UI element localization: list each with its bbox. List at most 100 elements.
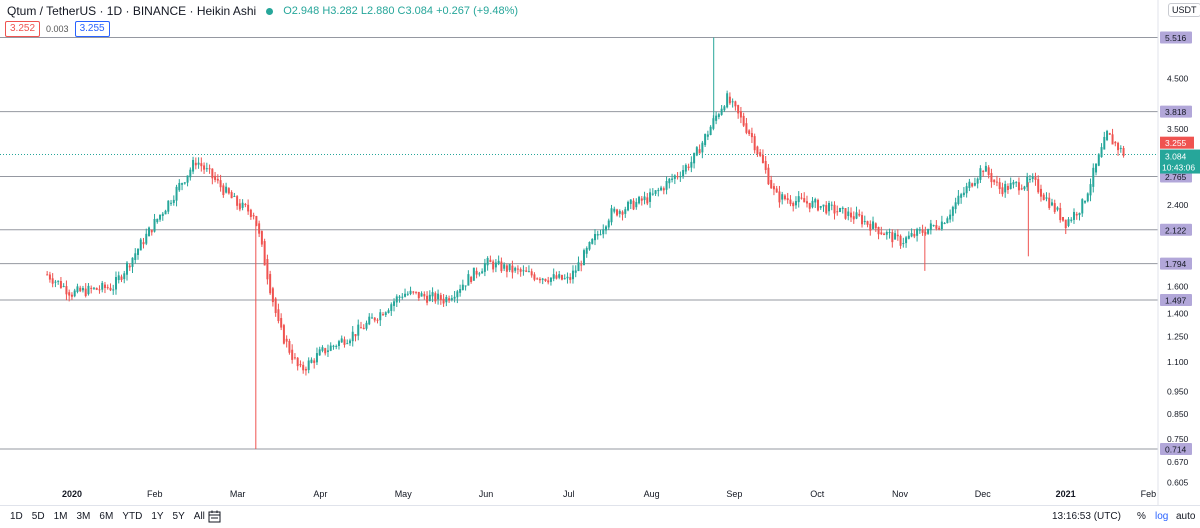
time-tick-label: Jun xyxy=(479,489,494,499)
buy-button[interactable]: 3.255 xyxy=(74,21,110,37)
range-button-6m[interactable]: 6M xyxy=(99,511,114,522)
candle-body xyxy=(522,270,525,272)
candle-body xyxy=(566,276,569,279)
candle-body xyxy=(365,322,368,329)
candle-body xyxy=(654,190,657,194)
candle-body xyxy=(960,194,963,198)
level-badge-label: 5.516 xyxy=(1165,33,1187,43)
candle-body xyxy=(748,130,751,134)
candle-body xyxy=(982,171,985,173)
candle-body xyxy=(965,186,968,194)
candle-body xyxy=(76,286,79,292)
candle-body xyxy=(514,267,517,271)
symbol-title[interactable]: Qtum / TetherUS · 1D · BINANCE · Heikin … xyxy=(7,4,257,18)
candle-body xyxy=(423,294,426,297)
currency-button[interactable]: USDT xyxy=(1168,3,1200,17)
candle-body xyxy=(285,338,288,342)
candle-body xyxy=(412,291,415,293)
candle-body xyxy=(731,101,734,103)
candle-body xyxy=(899,235,902,246)
candle-body xyxy=(910,233,913,237)
sell-button[interactable]: 3.252 xyxy=(5,21,41,37)
candle-body xyxy=(822,204,825,207)
candle-body xyxy=(164,210,167,215)
price-tick-label: 3.500 xyxy=(1167,124,1189,134)
candle-body xyxy=(112,289,115,291)
candle-body xyxy=(296,357,299,367)
candle-body xyxy=(1097,154,1100,166)
candle-body xyxy=(252,215,255,217)
candle-body xyxy=(431,292,434,297)
candle-body xyxy=(951,206,954,216)
candle-body xyxy=(233,196,236,198)
clock-display[interactable]: 13:16:53 (UTC) xyxy=(1052,511,1121,522)
range-button-1y[interactable]: 1Y xyxy=(151,511,164,522)
candle-body xyxy=(211,168,214,179)
candle-body xyxy=(723,106,726,111)
range-button-ytd[interactable]: YTD xyxy=(122,511,143,522)
candle-body xyxy=(913,233,916,237)
range-button-1d[interactable]: 1D xyxy=(10,511,23,522)
range-button-all[interactable]: All xyxy=(193,511,205,522)
candle-body xyxy=(415,291,418,293)
price-tick-label: 0.750 xyxy=(1167,434,1189,444)
candle-body xyxy=(789,199,792,205)
candle-body xyxy=(401,296,404,298)
candle-body xyxy=(101,282,104,290)
candle-body xyxy=(962,192,965,196)
percent-toggle[interactable]: % xyxy=(1137,511,1146,522)
range-button-1m[interactable]: 1M xyxy=(53,511,68,522)
candle-body xyxy=(1059,208,1062,221)
candle-body xyxy=(310,359,313,363)
candle-body xyxy=(783,195,786,200)
candle-body xyxy=(200,163,203,167)
chart[interactable]: 4.500 3.500 2.400 1.600 1.400 1.250 1.100 0.950… xyxy=(0,0,1200,505)
candle-body xyxy=(98,289,101,291)
candle-body xyxy=(357,324,360,336)
candle-body xyxy=(946,218,949,224)
candle-body xyxy=(315,353,318,363)
candle-body xyxy=(781,194,784,200)
candle-body xyxy=(1039,188,1042,197)
candle-body xyxy=(841,207,844,209)
candle-body xyxy=(1056,207,1059,210)
candle-body xyxy=(57,280,60,282)
candle-body xyxy=(627,201,630,211)
auto-toggle[interactable]: auto xyxy=(1176,511,1196,522)
candle-body xyxy=(109,287,112,291)
level-badge-label: 2.122 xyxy=(1165,225,1187,235)
range-button-5d[interactable]: 5D xyxy=(31,511,45,522)
candle-body xyxy=(737,105,740,114)
time-tick-label: 2020 xyxy=(62,489,82,499)
candle-body xyxy=(1031,176,1034,180)
candle-body xyxy=(819,205,822,208)
candle-body xyxy=(827,203,830,212)
candle-body xyxy=(420,293,423,297)
candle-body xyxy=(525,270,528,272)
candle-body xyxy=(288,340,291,353)
candle-body xyxy=(671,178,674,180)
candle-body xyxy=(902,243,905,245)
log-toggle[interactable]: log xyxy=(1155,511,1169,522)
range-button-5y[interactable]: 5Y xyxy=(172,511,185,522)
range-button-3m[interactable]: 3M xyxy=(76,511,91,522)
candle-body xyxy=(704,134,707,146)
candle-body xyxy=(811,200,814,208)
candles xyxy=(46,37,1125,449)
candle-body xyxy=(299,364,302,366)
calendar-icon[interactable] xyxy=(208,510,221,526)
candle-body xyxy=(258,223,261,234)
candle-body xyxy=(508,264,511,271)
bottom-toolbar: 1D 5D 1M 3M 6M YTD 1Y 5Y All 13:16:53 (UTC) % lo… xyxy=(0,505,1200,528)
candle-body xyxy=(613,208,616,212)
candle-body xyxy=(351,331,354,342)
level-badge xyxy=(1160,223,1192,236)
candle-body xyxy=(114,277,117,290)
candle-body xyxy=(750,133,753,138)
candle-body xyxy=(1070,219,1073,221)
candle-body xyxy=(588,242,591,250)
candle-body xyxy=(505,265,508,272)
candle-body xyxy=(715,115,718,121)
level-badge xyxy=(1160,293,1192,306)
candle-body xyxy=(467,274,470,286)
